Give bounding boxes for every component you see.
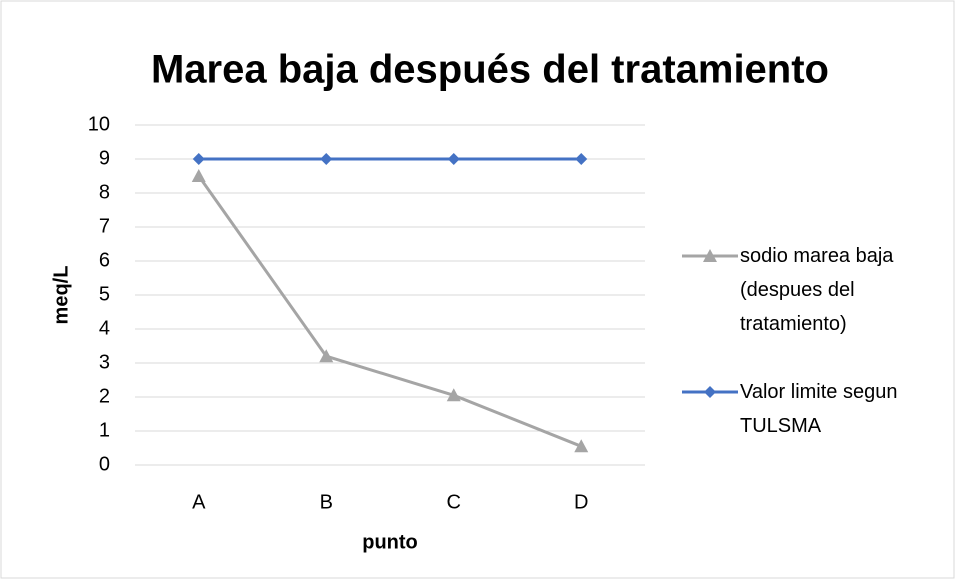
x-tick-label: B: [320, 491, 333, 513]
x-tick-label: A: [192, 491, 206, 513]
y-tick-label: 1: [99, 419, 110, 441]
y-tick-label: 2: [99, 385, 110, 407]
data-point: [191, 169, 206, 182]
data-point: [446, 388, 461, 402]
data-point: [192, 153, 205, 165]
y-axis-label: meq/L: [50, 266, 72, 325]
series-line: [197, 175, 582, 448]
y-tick-label: 4: [99, 317, 110, 339]
y-tick-label: 6: [99, 249, 110, 271]
legend-label: sodio marea baja (despues del tratamient…: [740, 245, 894, 335]
legend-marker: [704, 386, 716, 398]
data-point: [320, 153, 333, 165]
y-tick-label: 5: [99, 283, 110, 305]
legend-label: Valor limite segun TULSMA: [740, 381, 898, 437]
chart-title: Marea baja después del tratamiento: [151, 48, 829, 92]
y-tick-label: 0: [99, 453, 110, 475]
y-tick-label: 7: [99, 215, 110, 237]
x-axis-label: punto: [362, 531, 418, 553]
data-point: [575, 153, 588, 165]
y-tick-label: 3: [99, 351, 110, 373]
legend-marker: [703, 249, 717, 262]
y-tick-label: 9: [99, 147, 110, 169]
y-tick-label: 10: [88, 113, 110, 135]
x-tick-label: D: [574, 491, 588, 513]
data-point: [574, 439, 589, 453]
x-tick-label: C: [447, 491, 461, 513]
data-point: [319, 349, 334, 363]
data-point: [447, 153, 460, 165]
y-tick-label: 8: [99, 181, 110, 203]
